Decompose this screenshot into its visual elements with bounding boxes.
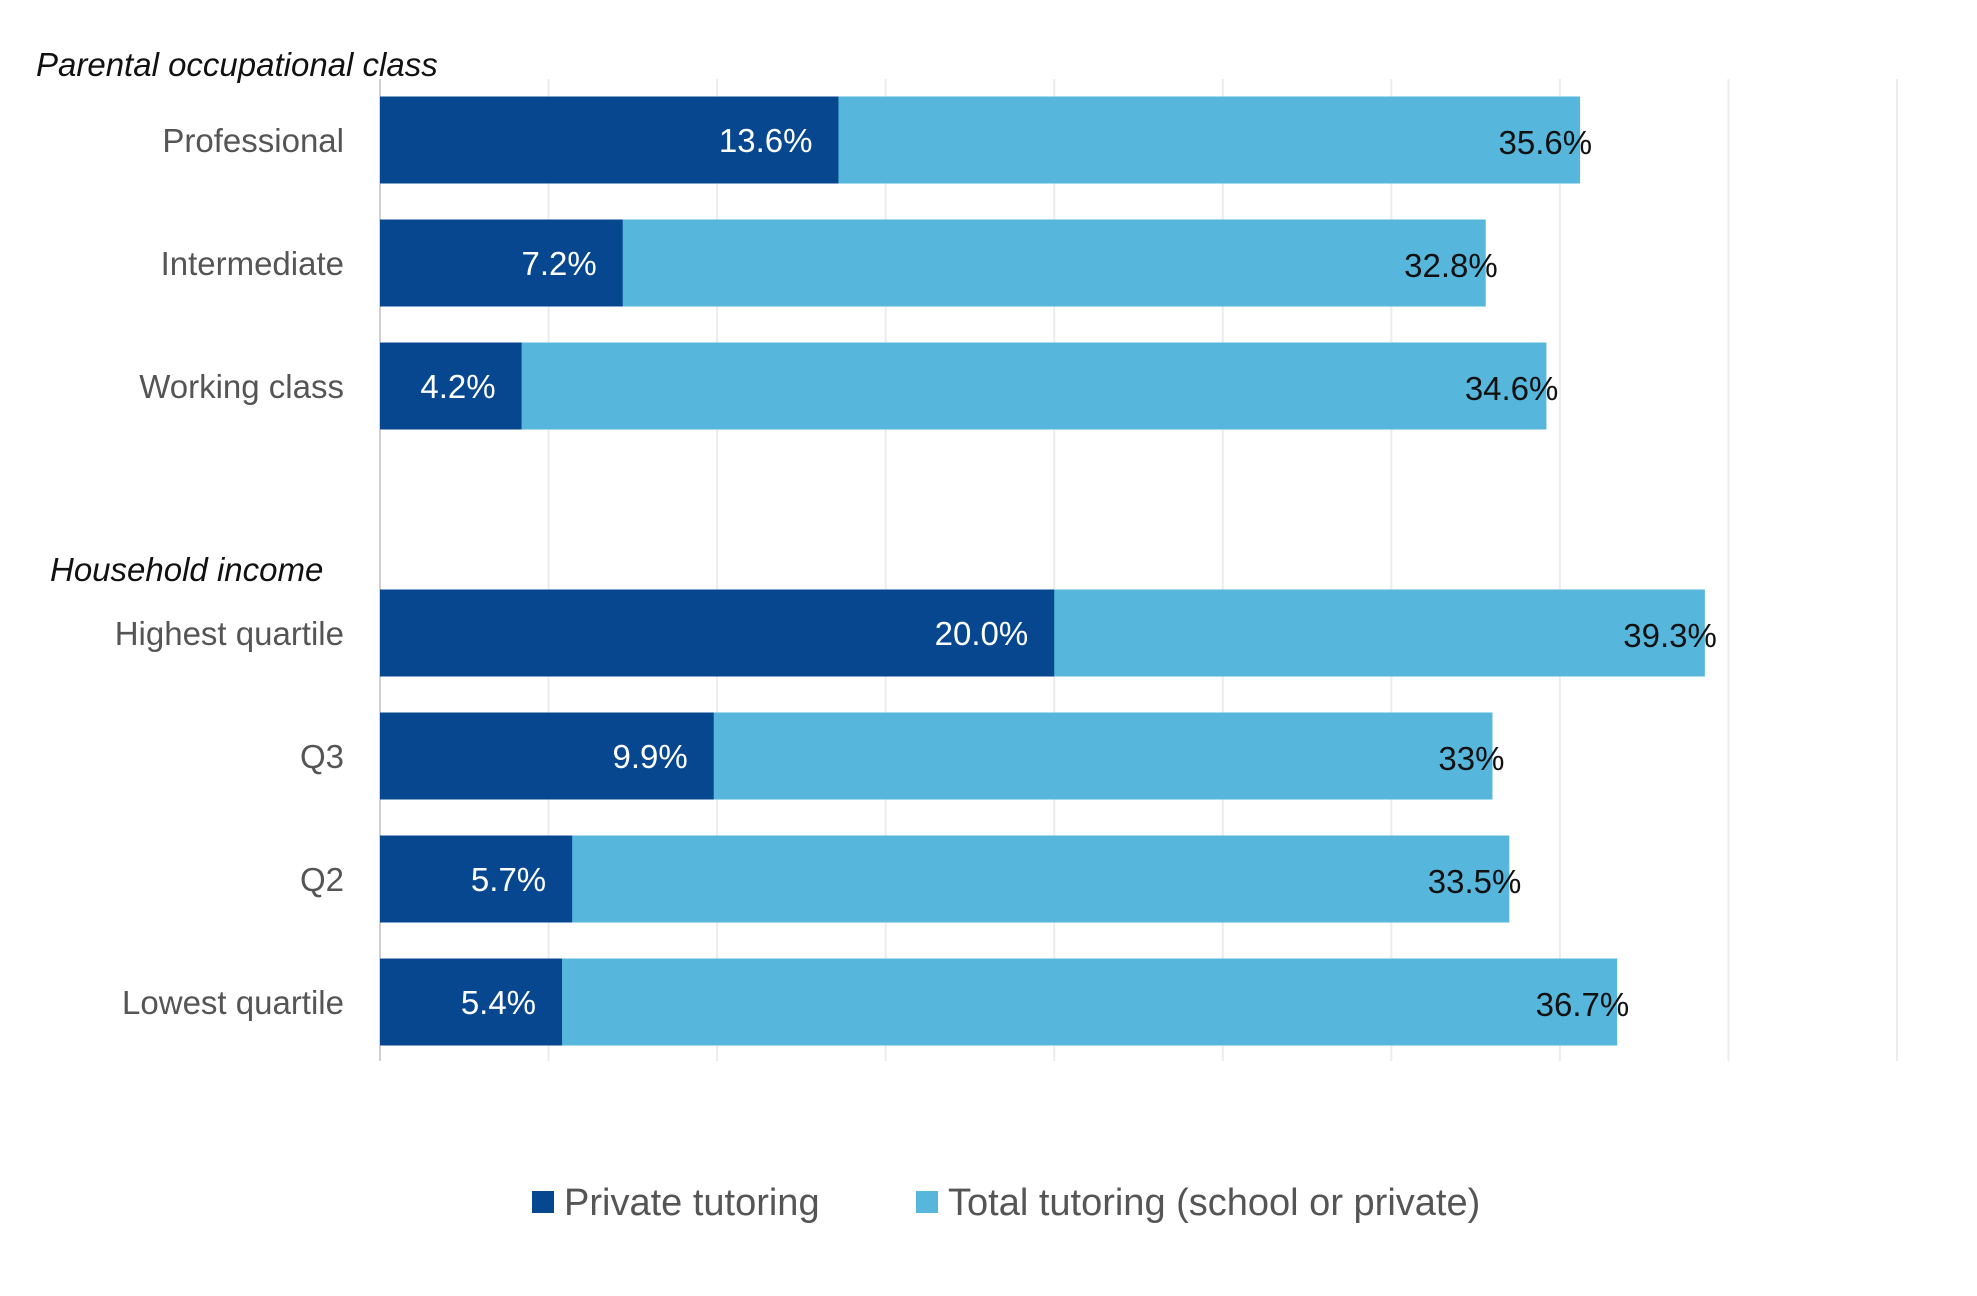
legend-swatch-total [916, 1191, 938, 1213]
private-data-label: 13.6% [719, 122, 813, 159]
category-label: Professional [162, 122, 344, 159]
group-title: Household income [50, 551, 323, 588]
bar-total [380, 342, 1547, 430]
total-data-label: 39.3% [1623, 617, 1717, 654]
bar-private [380, 958, 563, 1046]
legend-label-private: Private tutoring [564, 1182, 820, 1224]
private-data-label: 20.0% [935, 615, 1029, 652]
bar-private [380, 835, 573, 923]
private-data-label: 9.9% [613, 738, 688, 775]
total-data-label: 33% [1438, 740, 1504, 777]
category-label: Q2 [300, 861, 344, 898]
private-data-label: 5.7% [471, 861, 546, 898]
bar-private [380, 342, 522, 430]
legend-swatch-private [532, 1191, 554, 1213]
total-data-label: 32.8% [1404, 247, 1498, 284]
private-data-label: 7.2% [522, 245, 597, 282]
total-data-label: 33.5% [1428, 863, 1522, 900]
legend-label-total: Total tutoring (school or private) [948, 1182, 1480, 1224]
bar-private [380, 219, 623, 307]
bar-total [380, 958, 1618, 1046]
category-label: Lowest quartile [122, 984, 344, 1021]
total-data-label: 34.6% [1465, 370, 1559, 407]
category-label: Working class [139, 368, 344, 405]
total-data-label: 35.6% [1499, 124, 1593, 161]
bar-private [380, 589, 1055, 677]
total-data-label: 36.7% [1536, 986, 1630, 1023]
private-data-label: 4.2% [420, 368, 495, 405]
group-title: Parental occupational class [36, 46, 438, 83]
bar-private [380, 96, 839, 184]
private-data-label: 5.4% [461, 984, 536, 1021]
category-label: Q3 [300, 738, 344, 775]
bar-private [380, 712, 714, 800]
category-label: Intermediate [161, 245, 344, 282]
category-label: Highest quartile [115, 615, 344, 652]
